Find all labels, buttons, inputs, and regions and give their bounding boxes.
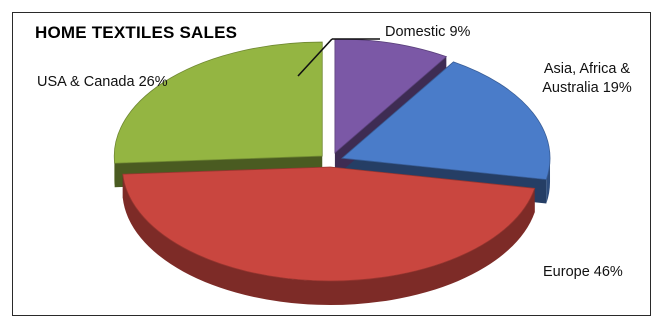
- label-domestic: Domestic 9%: [385, 23, 470, 42]
- label-usa-canada-pct: 26%: [138, 74, 168, 90]
- chart-frame: HOME TEXTILES SALES Domestic 9% Asia, Af…: [12, 12, 651, 316]
- label-europe: Europe 46%: [543, 263, 623, 282]
- pie-slices: [113, 38, 551, 305]
- label-usa-canada: USA & Canada 26%: [37, 73, 168, 92]
- label-asia: Asia, Africa & Australia 19%: [535, 60, 639, 98]
- domestic-leader-line: [297, 38, 333, 77]
- slice-side-europe: [122, 174, 535, 305]
- label-asia-pct: 19%: [602, 80, 632, 96]
- label-europe-name: Europe: [543, 264, 590, 280]
- label-domestic-name: Domestic: [385, 24, 446, 40]
- label-asia-name: Asia, Africa & Australia: [542, 61, 631, 96]
- chart-title: HOME TEXTILES SALES: [35, 23, 238, 42]
- slice-europe: [122, 166, 536, 282]
- label-domestic-pct: 9%: [449, 24, 471, 40]
- pie-chart: [113, 38, 551, 305]
- label-usa-canada-name: USA & Canada: [37, 74, 135, 90]
- label-europe-pct: 46%: [593, 264, 623, 280]
- slice-asia-africa-australia: [341, 61, 551, 180]
- slice-usa-canada: [113, 41, 323, 164]
